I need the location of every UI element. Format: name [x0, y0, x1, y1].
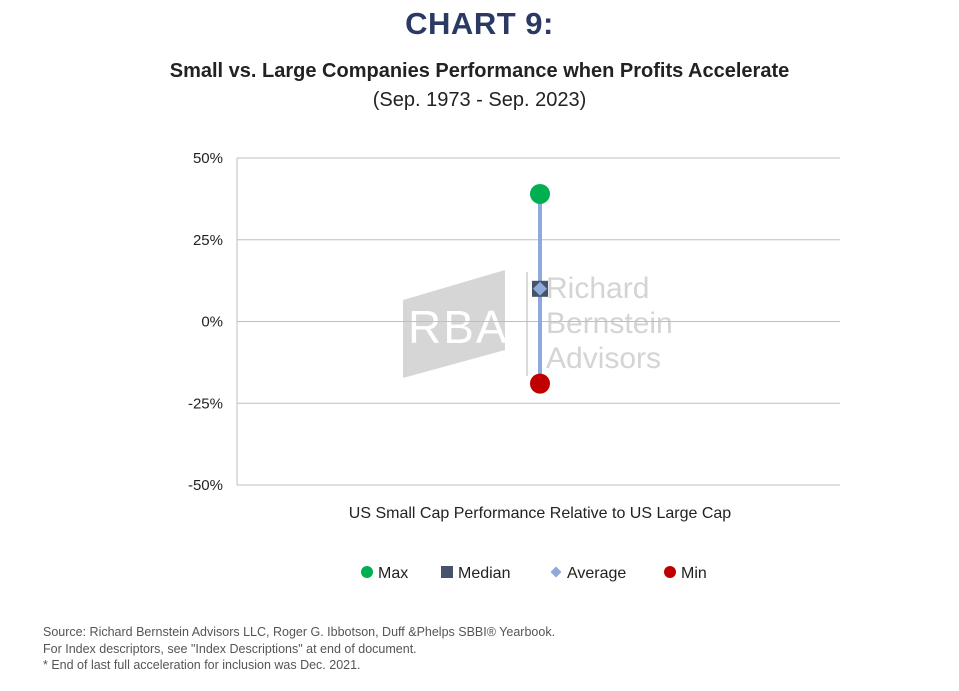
chart-number: CHART 9:	[405, 6, 554, 41]
data-marks	[530, 183, 550, 394]
chart-area: RBA Richard Bernstein Advisors 50% 25% 0% -…	[188, 150, 840, 582]
y-tick-label: 0%	[201, 314, 223, 331]
y-tick-label: -25%	[188, 395, 223, 412]
y-axis-ticks: 50% 25% 0% -25% -50%	[188, 150, 223, 494]
legend-label-max: Max	[378, 565, 408, 582]
watermark: RBA Richard Bernstein Advisors	[403, 270, 673, 378]
point-average	[533, 281, 547, 296]
legend-label-median: Median	[458, 565, 510, 582]
point-min	[530, 373, 550, 394]
legend-marker-max	[361, 566, 373, 578]
footnote-acceleration: * End of last full acceleration for incl…	[43, 658, 361, 672]
watermark-name-line-3: Advisors	[546, 342, 661, 375]
legend-marker-min	[664, 566, 676, 578]
gridlines	[237, 157, 840, 486]
x-axis-label: US Small Cap Performance Relative to US …	[349, 505, 731, 522]
watermark-name-line-2: Bernstein	[546, 307, 673, 340]
legend-label-min: Min	[681, 565, 707, 582]
y-tick-label: 50%	[193, 150, 223, 167]
footnote-source: Source: Richard Bernstein Advisors LLC, …	[43, 625, 556, 639]
watermark-logo-shape	[403, 270, 505, 378]
footnotes: Source: Richard Bernstein Advisors LLC, …	[43, 624, 555, 674]
y-tick-label: -50%	[188, 477, 223, 494]
legend-marker-average	[550, 566, 562, 578]
footnote-index-descriptors: For Index descriptors, see "Index Descri…	[43, 641, 417, 656]
point-max	[530, 183, 550, 204]
legend-marker-median	[441, 566, 453, 578]
watermark-logo-text: RBA	[408, 301, 509, 353]
chart-title: Small vs. Large Companies Performance wh…	[169, 60, 790, 82]
watermark-name-line-1: Richard	[546, 272, 649, 305]
y-tick-label: 25%	[193, 232, 223, 249]
legend-label-average: Average	[567, 565, 626, 582]
chart-subtitle: (Sep. 1973 - Sep. 2023)	[372, 89, 587, 111]
legend: Max Median Average Min	[361, 565, 707, 582]
